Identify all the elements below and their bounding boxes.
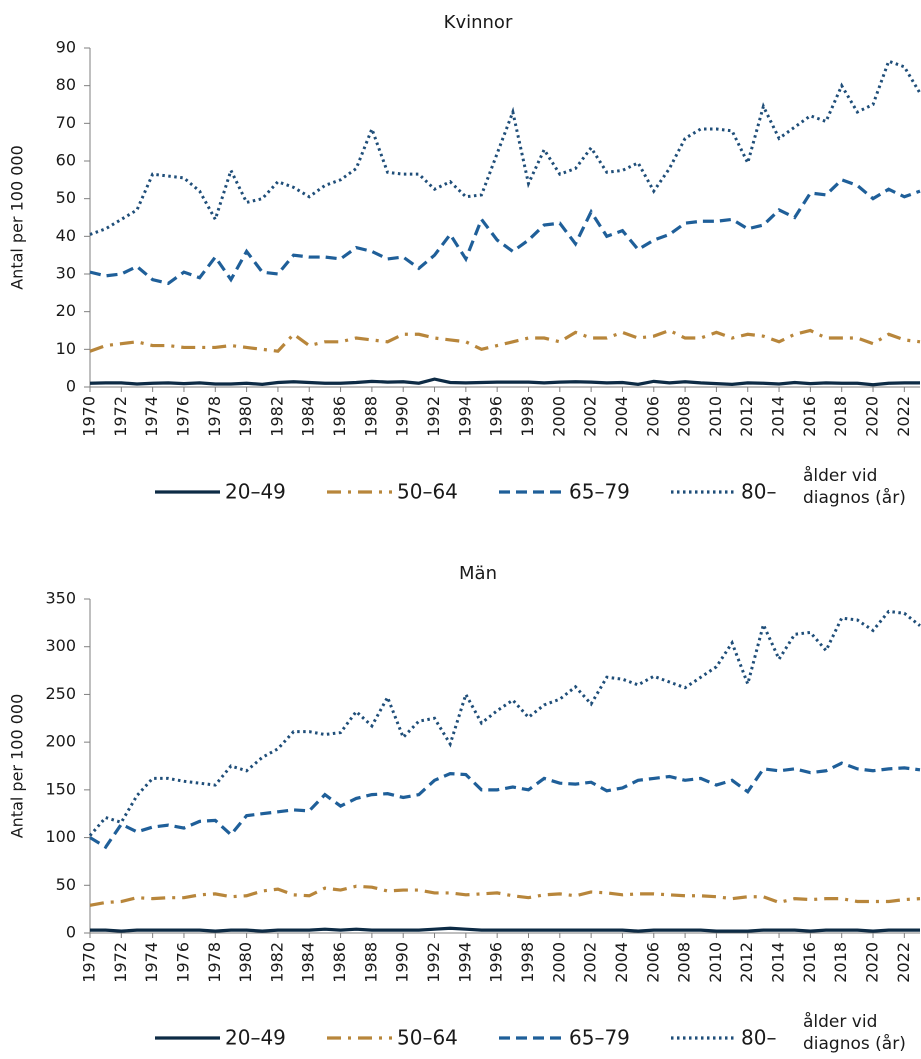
- x-tick-label: 2006: [643, 396, 662, 437]
- x-tick-label: 1982: [267, 942, 286, 983]
- x-tick-label: 1984: [299, 396, 318, 437]
- y-tick-label: 90: [56, 38, 76, 57]
- x-tick-label: 1998: [518, 942, 537, 983]
- y-tick-label: 50: [56, 188, 76, 207]
- x-tick-label: 2000: [549, 396, 568, 437]
- x-tick-label: 1974: [142, 396, 161, 437]
- x-tick-label: 1976: [173, 942, 192, 983]
- x-tick-label: 2002: [581, 396, 600, 437]
- series-line: [89, 59, 921, 236]
- x-tick-label: 1996: [487, 396, 506, 437]
- x-tick-label: 1998: [518, 396, 537, 437]
- series-line: [89, 884, 921, 907]
- legend-title: ålder vid diagnos (år): [803, 1012, 906, 1054]
- legend-label: 80–: [741, 1026, 776, 1050]
- series-line: [90, 926, 920, 933]
- x-tick-label: 2014: [769, 396, 788, 437]
- x-tick-label: 1996: [487, 942, 506, 983]
- chart-title: Kvinnor: [444, 12, 513, 33]
- x-tick-label: 2000: [549, 942, 568, 983]
- x-tick-label: 1988: [361, 942, 380, 983]
- chart-title: Män: [459, 563, 497, 584]
- legend-label: 50–64: [397, 1026, 458, 1050]
- x-tick-label: 1970: [80, 396, 99, 437]
- x-tick-label: 1972: [111, 396, 130, 437]
- series-line: [89, 377, 920, 387]
- x-tick-label: 2016: [800, 396, 819, 437]
- x-tick-label: 1994: [455, 942, 474, 983]
- x-tick-label: 1972: [111, 942, 130, 983]
- y-tick-label: 20: [56, 301, 76, 320]
- x-tick-label: 2010: [706, 942, 725, 983]
- series-line: [89, 177, 921, 286]
- x-tick-label: 1986: [330, 942, 349, 983]
- x-tick-label: 2022: [894, 396, 913, 437]
- x-tick-label: 1992: [424, 396, 443, 437]
- series-line: [88, 609, 921, 837]
- x-tick-label: 1986: [330, 396, 349, 437]
- y-tick-label: 0: [66, 377, 76, 396]
- x-tick-label: 1980: [236, 942, 255, 983]
- x-tick-label: 1980: [236, 396, 255, 437]
- x-tick-label: 2020: [863, 942, 882, 983]
- legend-label: 80–: [741, 480, 776, 504]
- x-tick-label: 2016: [800, 942, 819, 983]
- y-tick-label: 50: [56, 875, 76, 894]
- y-tick-label: 30: [56, 264, 76, 283]
- x-tick-label: 1992: [424, 942, 443, 983]
- y-tick-label: 60: [56, 151, 76, 170]
- y-tick-label: 10: [56, 339, 76, 358]
- x-tick-label: 2010: [706, 396, 725, 437]
- x-tick-label: 2012: [737, 942, 756, 983]
- x-tick-label: 1994: [455, 396, 474, 437]
- legend-label: 50–64: [397, 480, 458, 504]
- series-line: [89, 761, 921, 850]
- y-tick-label: 250: [45, 684, 76, 703]
- x-tick-label: 2018: [831, 396, 850, 437]
- series-line: [89, 328, 921, 353]
- y-tick-label: 350: [45, 589, 76, 608]
- x-tick-label: 1970: [80, 942, 99, 983]
- x-tick-label: 2002: [581, 942, 600, 983]
- legend-label: 20–49: [225, 1026, 286, 1050]
- x-tick-label: 1978: [205, 396, 224, 437]
- y-tick-label: 70: [56, 113, 76, 132]
- x-tick-label: 2008: [675, 396, 694, 437]
- x-tick-label: 1974: [142, 942, 161, 983]
- x-tick-label: 2020: [863, 396, 882, 437]
- x-tick-label: 2018: [831, 942, 850, 983]
- legend-label: 65–79: [569, 1026, 630, 1050]
- y-axis-label: Antal per 100 000: [8, 694, 27, 839]
- x-tick-label: 2012: [737, 396, 756, 437]
- y-tick-label: 200: [45, 732, 76, 751]
- y-tick-label: 40: [56, 226, 76, 245]
- x-tick-label: 2006: [643, 942, 662, 983]
- x-tick-label: 2022: [894, 942, 913, 983]
- y-tick-label: 80: [56, 75, 76, 94]
- x-tick-label: 2004: [612, 396, 631, 437]
- x-tick-label: 1976: [173, 396, 192, 437]
- legend-title: ålder vid diagnos (år): [803, 466, 906, 508]
- legend-label: 65–79: [569, 480, 630, 504]
- y-axis-label: Antal per 100 000: [8, 145, 27, 290]
- y-tick-label: 300: [45, 636, 76, 655]
- x-tick-label: 1990: [393, 942, 412, 983]
- x-tick-label: 1988: [361, 396, 380, 437]
- x-tick-label: 1990: [393, 396, 412, 437]
- y-tick-label: 150: [45, 779, 76, 798]
- y-tick-label: 0: [66, 923, 76, 942]
- x-tick-label: 2008: [675, 942, 694, 983]
- y-tick-label: 100: [45, 827, 76, 846]
- x-tick-label: 2014: [769, 942, 788, 983]
- x-tick-label: 2004: [612, 942, 631, 983]
- x-tick-label: 1978: [205, 942, 224, 983]
- legend-label: 20–49: [225, 480, 286, 504]
- x-tick-label: 1984: [299, 942, 318, 983]
- x-tick-label: 1982: [267, 396, 286, 437]
